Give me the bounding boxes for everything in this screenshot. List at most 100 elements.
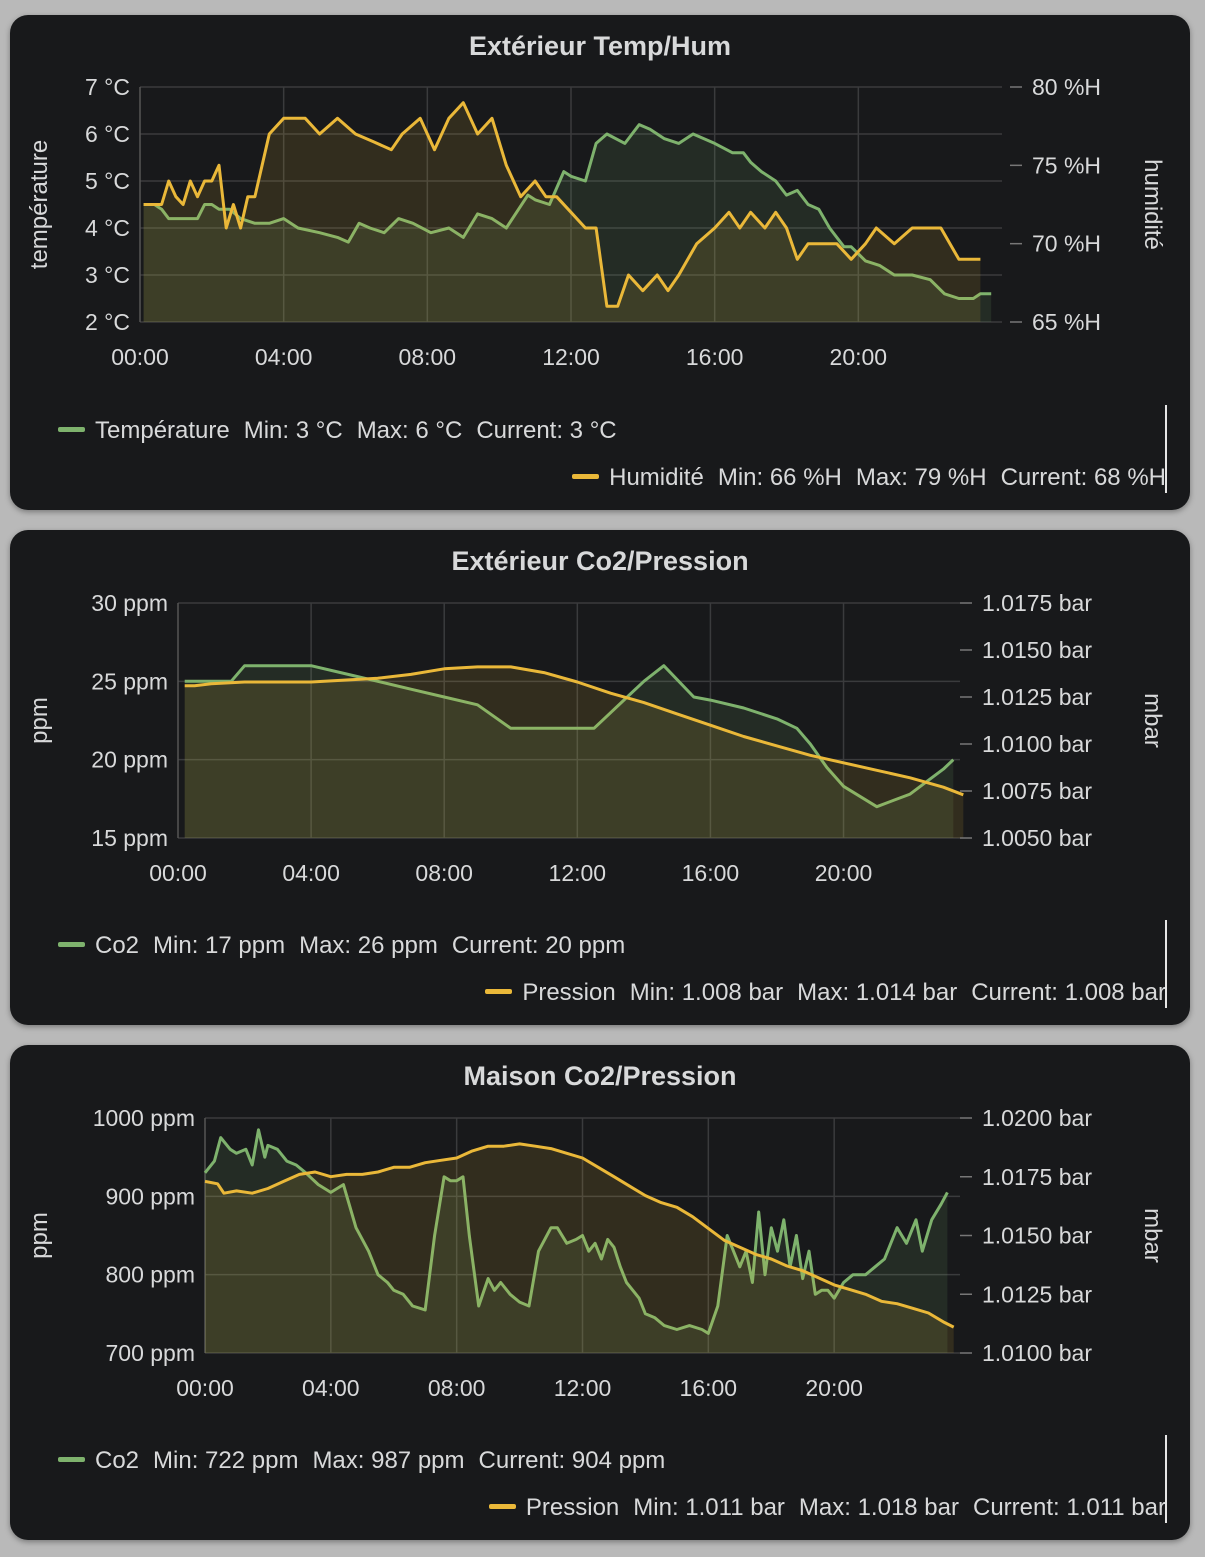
y-right-tick-label: 65 %H — [1032, 309, 1101, 335]
y-tick-label: 800 ppm — [105, 1262, 195, 1288]
x-tick-label: 08:00 — [428, 1375, 486, 1401]
legend-min: Min: 66 %H — [717, 464, 842, 491]
legend-max: Max: 26 ppm — [299, 932, 438, 959]
series-area-co2 — [184, 665, 954, 838]
legend-swatch — [58, 942, 85, 948]
y-right-tick-label: 1.0150 bar — [982, 1223, 1092, 1249]
y-right-tick-label: 80 %H — [1032, 74, 1101, 100]
legend-swatch — [485, 989, 513, 995]
series-line-co2[interactable] — [203, 1128, 949, 1335]
legend-current: Current: 3 °C — [476, 417, 617, 444]
x-tick-label: 00:00 — [176, 1375, 234, 1401]
series-area-humidité — [143, 102, 981, 322]
legend-max: Max: 1.018 bar — [798, 1494, 959, 1521]
series-area-température — [143, 124, 992, 322]
legend-item-pression[interactable]: Pression Min: 1.008 bar Max: 1.014 bar Curr… — [485, 979, 1166, 1007]
legend-min: Min: 1.011 bar — [633, 1494, 785, 1521]
legend-max: Max: 987 ppm — [312, 1447, 465, 1474]
x-tick-label: 20:00 — [830, 344, 888, 370]
panel-title[interactable]: Maison Co2/Pression — [463, 1061, 737, 1091]
temp-hum-chart: 2 °C 3 °C 4 °C 5 °C 6 °C 7 °C 65 %H 70 %H 75 %H 8… — [26, 74, 1166, 370]
x-tick-label: 04:00 — [255, 344, 313, 370]
legend-current: Current: 1.008 bar — [971, 979, 1166, 1006]
legend-current: Current: 1.011 bar — [973, 1494, 1166, 1521]
y-tick-label: 2 °C — [85, 309, 130, 335]
legend-scrollbar[interactable] — [1165, 920, 1167, 1008]
y-tick-label: 30 ppm — [91, 590, 168, 616]
panel-title[interactable]: Extérieur Temp/Hum — [468, 31, 732, 61]
x-tick-label: 00:00 — [111, 344, 169, 370]
grid — [139, 86, 1002, 323]
series-area-pression — [205, 1143, 954, 1353]
y-tick-label: 5 °C — [85, 168, 130, 194]
y-tick-label: 6 °C — [85, 121, 130, 147]
legend-item-co2[interactable]: Co2 Min: 722 ppm Max: 987 ppm Current: 904 … — [58, 1447, 665, 1475]
series-line-pression[interactable] — [184, 665, 964, 797]
legend-item-pression[interactable]: Pression Min: 1.011 bar Max: 1.018 bar Curr… — [488, 1494, 1166, 1522]
legend-max: Max: 1.014 bar — [797, 979, 958, 1006]
y-axis-label: température — [26, 140, 53, 269]
legend-scrollbar[interactable] — [1165, 405, 1167, 493]
x-tick-label: 04:00 — [302, 1375, 360, 1401]
series-line-pression[interactable] — [204, 1142, 955, 1329]
y-tick-label: 4 °C — [85, 215, 130, 241]
panel-exterieur-co2-pression: Extérieur Co2/Pression 15 ppm 20 ppm 25 pp… — [10, 530, 1190, 1025]
series-line-température[interactable] — [143, 123, 992, 300]
x-tick-label: 12:00 — [554, 1375, 612, 1401]
x-tick-label: 16:00 — [682, 860, 740, 886]
x-tick-label: 20:00 — [815, 860, 873, 886]
y-axis-label-right: mbar — [1139, 1208, 1166, 1263]
x-tick-label: 00:00 — [149, 860, 207, 886]
x-tick-label: 12:00 — [549, 860, 607, 886]
legend-label: Co2 — [95, 932, 140, 959]
legend-item-humidite[interactable]: Humidité Min: 66 %H Max: 79 %H Current: 68 … — [572, 464, 1166, 492]
legend-max: Max: 79 %H — [855, 464, 987, 491]
legend-item-co2[interactable]: Co2 Min: 17 ppm Max: 26 ppm Current: 20 ppm — [58, 932, 625, 960]
y-right-tick-label: 75 %H — [1032, 152, 1101, 178]
series-area-pression — [184, 666, 964, 838]
legend-label: Température — [95, 417, 230, 444]
series-line-humidité[interactable] — [143, 101, 981, 308]
y-tick-label: 7 °C — [85, 74, 130, 100]
y-axis-label: ppm — [26, 697, 53, 744]
legend-current: Current: 904 ppm — [478, 1447, 666, 1474]
panel-exterieur-temp-hum: Extérieur Temp/Hum 2 °C 3 °C 4 °C 5 °C 6 °C 7… — [10, 15, 1190, 510]
legend-item-temperature[interactable]: Température Min: 3 °C Max: 6 °C Current: 3 … — [58, 417, 617, 445]
y-axis-label-right: humidité — [1139, 159, 1166, 250]
legend-label: Co2 — [95, 1447, 140, 1474]
legend-label: Pression — [525, 1494, 620, 1521]
grid — [204, 1117, 960, 1354]
y-tick-label: 20 ppm — [91, 747, 168, 773]
legend-swatch — [572, 474, 600, 480]
series-area-co2 — [205, 1129, 948, 1353]
x-tick-label: 04:00 — [282, 860, 340, 886]
legend-min: Min: 1.008 bar — [629, 979, 784, 1006]
y-right-tick-label: 1.0050 bar — [982, 825, 1092, 851]
y-right-tick-label: 1.0100 bar — [982, 731, 1092, 757]
legend-label: Humidité — [609, 464, 704, 491]
y-right-tick-label: 1.0100 bar — [982, 1340, 1092, 1366]
x-tick-label: 08:00 — [399, 344, 457, 370]
legend-swatch — [488, 1504, 516, 1510]
y-right-tick-label: 1.0175 bar — [982, 1164, 1092, 1190]
co2-pression-chart: 15 ppm 20 ppm 25 ppm 30 ppm 1.0050 bar 1.0075… — [26, 590, 1166, 886]
panel-maison-co2-pression: Maison Co2/Pression 700 ppm 800 ppm 900 pp… — [10, 1045, 1190, 1540]
y-right-tick-label: 1.0200 bar — [982, 1105, 1092, 1131]
legend-current: Current: 20 ppm — [451, 932, 626, 959]
y-tick-label: 15 ppm — [91, 825, 168, 851]
y-right-tick-label: 1.0175 bar — [982, 590, 1092, 616]
x-tick-label: 08:00 — [415, 860, 473, 886]
y-axis-label: ppm — [26, 1212, 53, 1259]
legend-scrollbar[interactable] — [1165, 1435, 1167, 1523]
y-right-tick-label: 70 %H — [1032, 231, 1101, 257]
series-line-co2[interactable] — [184, 664, 955, 809]
legend-min: Min: 3 °C — [243, 417, 343, 444]
legend-swatch — [58, 427, 85, 433]
y-right-tick-label: 1.0125 bar — [982, 1281, 1092, 1307]
panel-title[interactable]: Extérieur Co2/Pression — [451, 546, 749, 576]
y-tick-label: 3 °C — [85, 262, 130, 288]
maison-co2-pression-chart: 700 ppm 800 ppm 900 ppm 1000 ppm 1.0100 bar 1… — [26, 1105, 1166, 1401]
x-tick-label: 16:00 — [686, 344, 744, 370]
y-tick-label: 1000 ppm — [93, 1105, 195, 1131]
legend-max: Max: 6 °C — [356, 417, 463, 444]
